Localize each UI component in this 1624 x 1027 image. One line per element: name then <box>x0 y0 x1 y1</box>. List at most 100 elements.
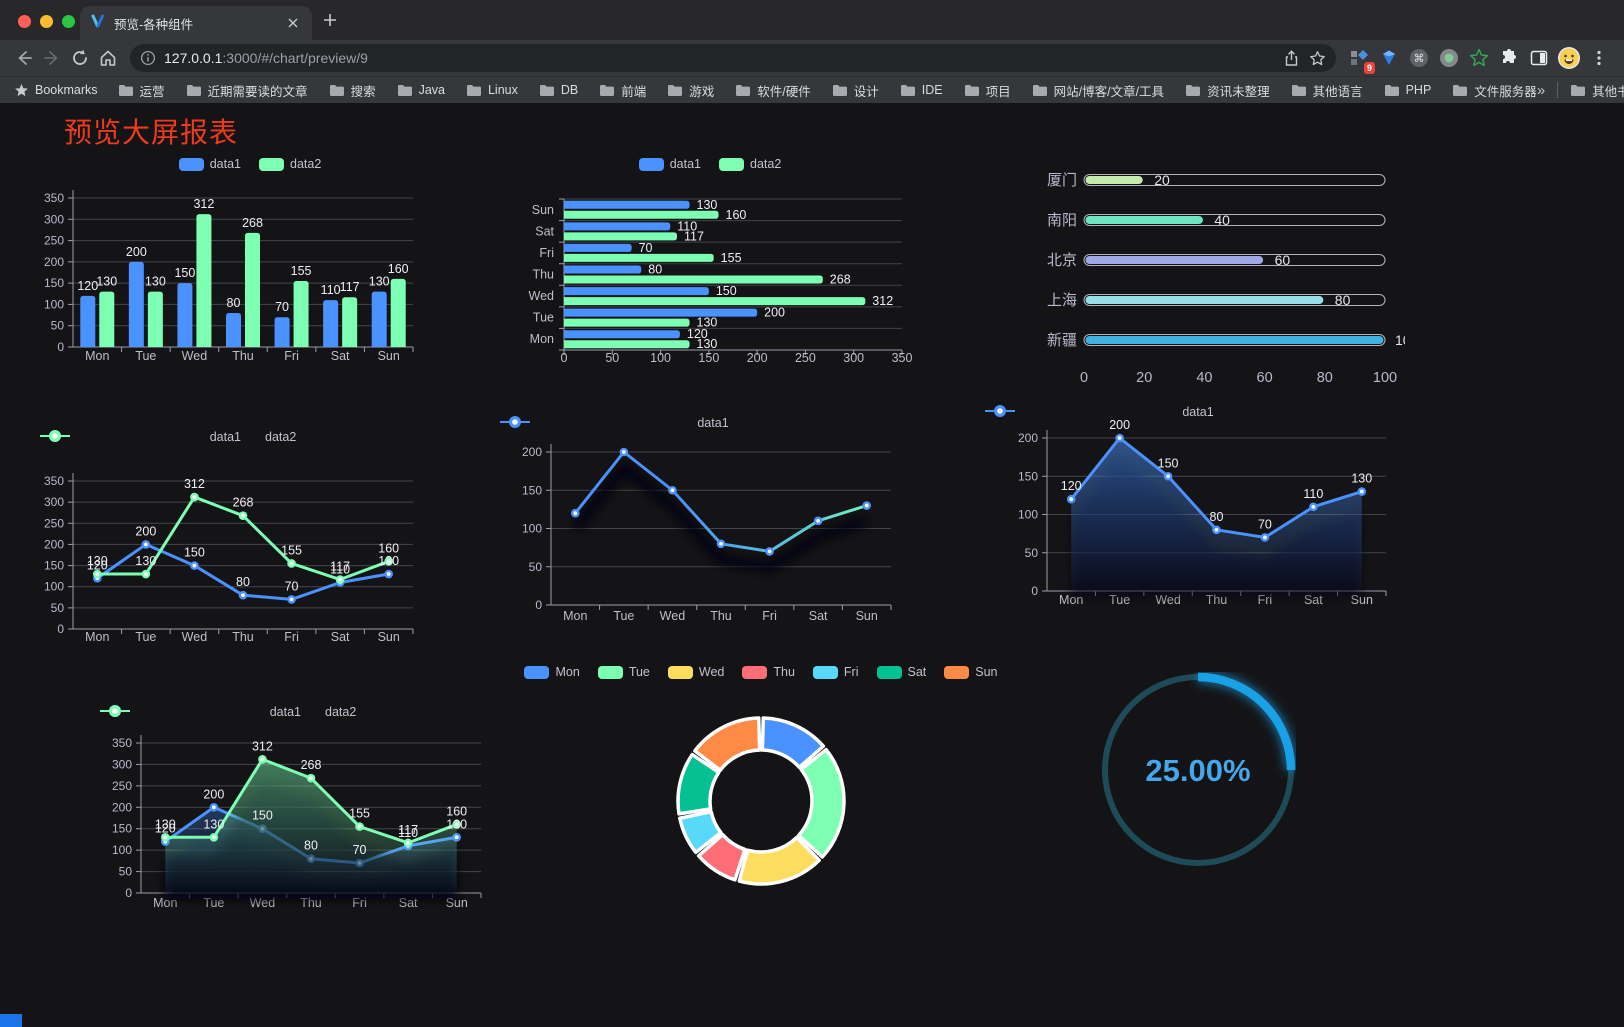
svg-text:312: 312 <box>184 477 205 491</box>
bookmark-star-icon[interactable] <box>1304 44 1330 72</box>
svg-text:70: 70 <box>353 843 367 857</box>
folder-icon <box>1453 84 1468 96</box>
legend-item[interactable]: Sun <box>944 665 998 679</box>
bookmark-folder[interactable]: 资讯未整理 <box>1185 81 1270 100</box>
bookmark-folder[interactable]: IDE <box>900 83 943 97</box>
bookmark-folder[interactable]: 运营 <box>118 81 165 100</box>
svg-text:Sun: Sun <box>532 203 554 217</box>
svg-text:Tue: Tue <box>203 896 224 910</box>
bookmark-folder[interactable]: Linux <box>466 83 518 97</box>
bookmark-folder[interactable]: 项目 <box>964 81 1011 100</box>
bookmark-folder-label: Linux <box>487 83 518 97</box>
svg-text:Mon: Mon <box>563 609 587 623</box>
legend-item[interactable]: Thu <box>742 665 795 679</box>
legend-item[interactable]: Mon <box>524 665 580 679</box>
tab-favicon-icon <box>90 13 106 34</box>
bookmark-folder[interactable]: 设计 <box>832 81 879 100</box>
svg-text:300: 300 <box>44 212 64 226</box>
chart-legend: Mon Tue Wed Thu Fri Sat Sun <box>524 664 998 680</box>
bookmark-folder[interactable]: 其他语言 <box>1291 81 1363 100</box>
bookmarks-label: Bookmarks <box>35 83 98 97</box>
bookmark-folder[interactable]: 前端 <box>599 81 646 100</box>
tab-close-icon[interactable] <box>284 15 302 31</box>
bookmark-folder[interactable]: DB <box>539 83 578 97</box>
legend-item[interactable]: data1 <box>100 705 301 719</box>
svg-text:40: 40 <box>1196 370 1212 386</box>
legend-item[interactable]: Sat <box>876 665 927 679</box>
svg-text:150: 150 <box>44 559 64 573</box>
extension-green-star-icon[interactable] <box>1464 44 1494 72</box>
chart-legend: data1 data2 <box>500 156 920 172</box>
minimize-window-button[interactable] <box>40 15 53 28</box>
forward-button[interactable] <box>38 44 66 72</box>
legend-item[interactable]: data1 <box>40 430 241 444</box>
svg-text:0: 0 <box>1031 584 1038 598</box>
svg-text:268: 268 <box>242 216 263 230</box>
svg-text:250: 250 <box>795 351 816 365</box>
legend-item[interactable]: data1 <box>638 157 701 171</box>
browser-menu-icon[interactable] <box>1584 44 1614 72</box>
svg-text:70: 70 <box>1258 517 1272 531</box>
legend-item[interactable]: data1 <box>500 416 729 430</box>
svg-text:150: 150 <box>1158 456 1179 470</box>
sidebar-toggle-icon[interactable] <box>1524 44 1554 72</box>
bookmark-folder[interactable]: 文件服务器 <box>1452 81 1537 100</box>
browser-tab[interactable]: 预览-各种组件 <box>80 6 312 40</box>
svg-text:Sat: Sat <box>535 224 554 238</box>
svg-text:120: 120 <box>77 279 98 293</box>
svg-text:350: 350 <box>112 736 132 750</box>
svg-text:Tue: Tue <box>533 311 554 325</box>
zoom-window-button[interactable] <box>62 15 75 28</box>
legend-item[interactable]: data2 <box>40 430 296 444</box>
url-bar[interactable]: 127.0.0.1:3000/#/chart/preview/9 <box>130 44 1336 72</box>
svg-text:200: 200 <box>203 787 224 801</box>
bookmark-folder[interactable]: 游戏 <box>667 81 714 100</box>
legend-item[interactable]: data2 <box>259 157 321 171</box>
extension-recorder-icon[interactable] <box>1434 44 1464 72</box>
bookmark-folder-label: 资讯未整理 <box>1207 84 1270 99</box>
extension-command-icon[interactable]: ⌘ <box>1404 44 1434 72</box>
bookmark-folder[interactable]: 近期需要读的文章 <box>186 81 308 100</box>
legend-item[interactable]: Fri <box>812 665 859 679</box>
svg-text:155: 155 <box>281 543 302 557</box>
bookmarks-root[interactable]: Bookmarks <box>14 83 98 98</box>
legend-item[interactable]: Wed <box>667 665 724 679</box>
close-window-button[interactable] <box>18 15 31 28</box>
other-bookmarks-folder[interactable]: 其他书签 <box>1570 81 1624 100</box>
reload-button[interactable] <box>66 44 94 72</box>
legend-item[interactable]: data1 <box>178 157 241 171</box>
new-tab-button[interactable] <box>322 12 338 33</box>
bookmark-folder-label: 搜索 <box>350 84 376 99</box>
svg-text:130: 130 <box>697 198 718 212</box>
profile-avatar[interactable] <box>1554 44 1584 72</box>
legend-item[interactable]: Tue <box>597 665 650 679</box>
bookmark-folder[interactable]: 网站/博客/文章/工具 <box>1032 81 1164 100</box>
bookmark-folder[interactable]: 软件/硬件 <box>735 81 811 100</box>
legend-item[interactable]: data2 <box>719 157 781 171</box>
bookmark-folder[interactable]: 搜索 <box>329 81 376 100</box>
svg-text:80: 80 <box>227 296 241 310</box>
bookmark-folder-label: IDE <box>921 83 943 97</box>
extensions-puzzle-icon[interactable] <box>1494 44 1524 72</box>
svg-text:20: 20 <box>1154 172 1170 188</box>
extension-grid-icon[interactable]: 9 <box>1344 44 1375 74</box>
legend-item[interactable]: data1 <box>985 405 1214 419</box>
legend-marker <box>597 665 623 679</box>
legend-item[interactable]: data2 <box>100 705 356 719</box>
svg-text:0: 0 <box>57 340 64 354</box>
bookmark-folder[interactable]: PHP <box>1384 83 1431 97</box>
site-info-icon[interactable] <box>136 44 160 72</box>
svg-text:312: 312 <box>193 197 214 211</box>
bookmarks-divider <box>1557 82 1559 98</box>
back-button[interactable] <box>10 44 38 72</box>
svg-text:100: 100 <box>112 843 132 857</box>
svg-text:100: 100 <box>1018 508 1038 522</box>
extension-diamond-icon[interactable] <box>1374 44 1404 72</box>
bookmarks-overflow-button[interactable]: » <box>1536 81 1546 99</box>
home-button[interactable] <box>94 44 122 72</box>
bookmark-folder-label: 近期需要读的文章 <box>207 84 308 99</box>
share-icon[interactable] <box>1278 44 1304 72</box>
svg-text:Fri: Fri <box>284 630 299 644</box>
legend-label: Sat <box>907 665 927 679</box>
bookmark-folder[interactable]: Java <box>397 83 445 97</box>
